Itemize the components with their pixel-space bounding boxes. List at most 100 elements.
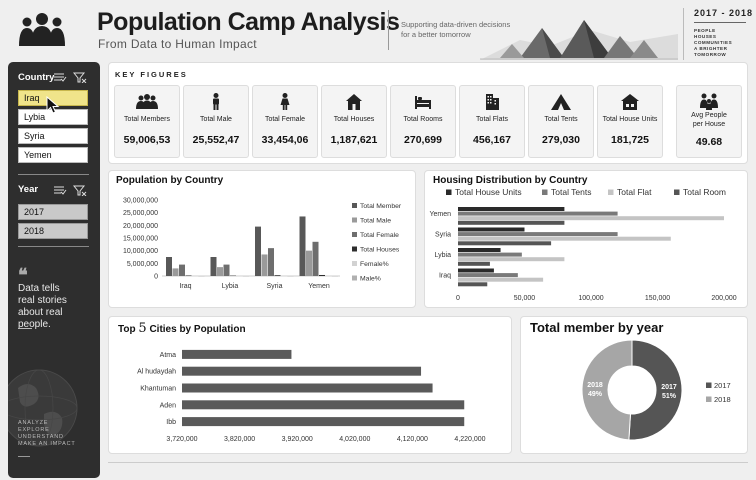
year-option-2018[interactable]: 2018 xyxy=(18,223,88,239)
buildings-icon xyxy=(486,94,499,110)
kpi-card-avg-people-per-house: Avg People per House 49.68 xyxy=(676,85,742,158)
kpi-value: 181,725 xyxy=(611,134,649,146)
bed-icon xyxy=(415,96,431,109)
y-tick-label: Syria xyxy=(435,232,451,239)
kpi-value: 270,699 xyxy=(404,134,442,146)
footer-rule xyxy=(108,462,748,463)
bar xyxy=(179,264,185,276)
legend-label: Total Flat xyxy=(617,187,652,197)
kpi-card-total-rooms: Total Rooms 270,699 xyxy=(390,85,456,158)
kpi-label: Total Female xyxy=(264,116,306,123)
x-tick-label: 4,120,000 xyxy=(397,436,428,443)
bar xyxy=(458,277,544,282)
year-option-2017[interactable]: 2017 xyxy=(18,204,88,220)
x-tick-label: 4,220,000 xyxy=(454,436,485,443)
kpi-value: 1,187,621 xyxy=(330,134,378,146)
bar xyxy=(185,275,192,276)
bar xyxy=(458,268,494,273)
chart-title: Population by Country xyxy=(116,175,224,186)
x-tick-label: 100,000 xyxy=(578,295,603,302)
top-cities-chart: Atma Al hudaydah Khantuman Aden Ibb 3,720,000… xyxy=(137,349,486,443)
bar xyxy=(458,257,565,262)
key-figures-title: KEY FIGURES xyxy=(115,70,188,79)
kpi-value: 59,006,53 xyxy=(123,134,171,146)
x-tick-label: 4,020,000 xyxy=(339,436,370,443)
kpi-label-line: per House xyxy=(692,121,726,128)
bar xyxy=(182,349,292,359)
family-icon xyxy=(700,93,718,110)
house-unit-icon xyxy=(621,94,639,110)
mouse-cursor-icon xyxy=(46,96,60,114)
chart-title: Total member by year xyxy=(530,320,664,335)
year-range: 2017 - 2018 xyxy=(694,8,754,18)
x-tick-label: Yemen xyxy=(308,283,330,290)
motto-line: MAKE AN IMPACT xyxy=(18,441,76,447)
kpi-label: Avg People per House xyxy=(677,111,741,129)
motto-rule xyxy=(18,456,30,457)
page-subtitle: From Data to Human Impact xyxy=(98,37,257,51)
sidebar: Country Iraq Lybia Syria Yemen Year xyxy=(8,62,100,478)
donut-slice xyxy=(581,339,633,441)
country-option-syria[interactable]: Syria xyxy=(18,128,88,144)
legend-label: Total Tents xyxy=(551,187,591,197)
multi-select-icon[interactable] xyxy=(54,73,67,82)
x-tick-label: 3,920,000 xyxy=(282,436,313,443)
x-tick-label: 50,000 xyxy=(514,295,536,302)
y-tick-label: 25,000,000 xyxy=(123,210,158,217)
clear-filter-icon[interactable] xyxy=(72,72,87,83)
bar xyxy=(274,275,281,276)
y-tick-label: 0 xyxy=(154,274,158,281)
bar xyxy=(182,400,465,410)
male-icon xyxy=(213,93,219,110)
bar xyxy=(182,383,433,393)
legend-label: Female% xyxy=(360,261,389,268)
kpi-card-total-male: Total Male 25,552,47 xyxy=(183,85,249,158)
kpi-card-total-tents: Total Tents 279,030 xyxy=(528,85,594,158)
legend-swatch xyxy=(608,189,614,195)
slicer-tools xyxy=(54,185,87,196)
kpi-label: Total Rooms xyxy=(403,116,443,123)
chart-title-prefix: Top xyxy=(118,324,136,335)
y-tick-label: Atma xyxy=(160,352,176,359)
quote-line: real stories xyxy=(18,295,67,306)
pillar-item: COMMUNITIES xyxy=(694,40,733,45)
x-tick-label: Syria xyxy=(267,283,283,290)
header-divider xyxy=(388,10,389,50)
pillar-item: PEOPLE xyxy=(694,28,716,33)
legend-swatch xyxy=(352,203,357,208)
country-option-yemen[interactable]: Yemen xyxy=(18,147,88,163)
member-by-year-chart: 2017 51% 2018 49% 2017 2018 xyxy=(581,339,731,441)
bar xyxy=(261,254,268,276)
bar xyxy=(268,248,274,276)
motto-line: EXPLORE xyxy=(18,427,50,433)
x-tick-label: 0 xyxy=(456,295,460,302)
y-tick-label: 10,000,000 xyxy=(123,248,158,255)
tagline-line: for a better tomorrow xyxy=(401,30,471,39)
people-group-icon xyxy=(136,94,158,109)
slice-label: 49% xyxy=(588,391,603,398)
kpi-label: Total Tents xyxy=(544,116,578,123)
slice-label: 2018 xyxy=(587,382,603,389)
house-icon xyxy=(346,94,362,110)
y-tick-label: Yemen xyxy=(429,211,451,218)
clear-filter-icon[interactable] xyxy=(72,185,87,196)
bar xyxy=(458,207,565,211)
bar xyxy=(458,282,488,287)
bar xyxy=(182,417,465,427)
quote-mark-icon: ❝ xyxy=(18,265,28,286)
multi-select-icon[interactable] xyxy=(54,186,67,195)
legend-label: Total Member xyxy=(360,203,402,210)
legend-swatch xyxy=(352,217,357,223)
y-tick-label: Aden xyxy=(160,402,176,409)
legend-label: Total Male xyxy=(360,218,391,225)
legend-label: 2017 xyxy=(714,381,731,390)
pillars-list: PEOPLE HOUSES COMMUNITIES A BRIGHTER TOM… xyxy=(694,28,749,58)
bar xyxy=(172,268,179,276)
slice-label: 2017 xyxy=(661,384,677,391)
pillar-item: A BRIGHTER TOMORROW xyxy=(694,46,728,57)
kpi-value: 25,552,47 xyxy=(192,134,240,146)
chart-title: Housing Distribution by Country xyxy=(433,175,588,186)
y-tick-label: 20,000,000 xyxy=(123,223,158,230)
pillar-item: HOUSES xyxy=(694,34,717,39)
legend-label: Total Female xyxy=(360,232,399,239)
